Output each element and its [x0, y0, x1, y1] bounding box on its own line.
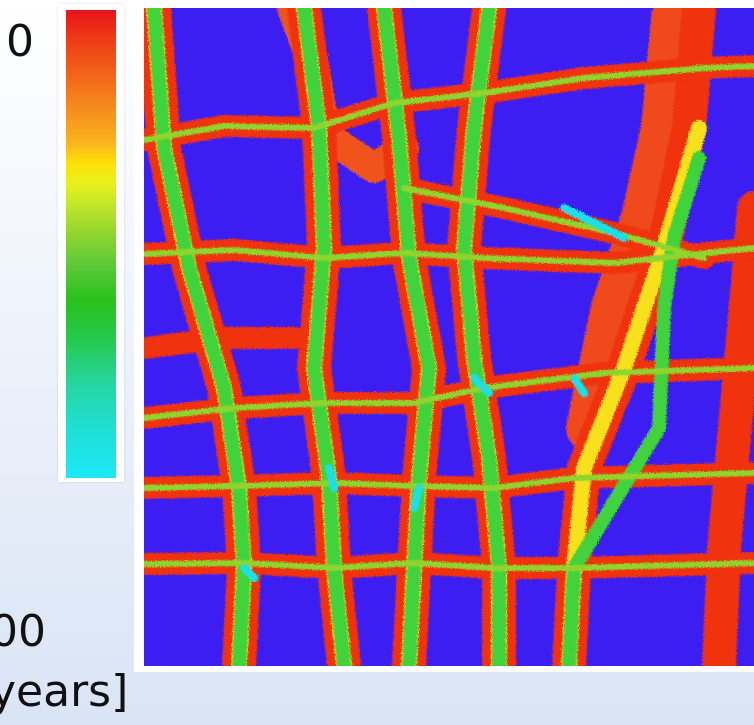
cyan-accent-5 — [560, 204, 628, 242]
cyan-accent-6 — [570, 374, 588, 397]
colorbar-unit-label: years] — [0, 666, 129, 717]
h-fracture-3-core — [144, 365, 754, 421]
h-fracture-7-core — [401, 185, 707, 261]
h-fracture-4-core — [144, 470, 754, 491]
colorbar-top-label: 0 — [6, 16, 34, 67]
map-frame — [134, 0, 754, 672]
cyan-accent-1 — [470, 374, 493, 397]
cyan-accent-4 — [240, 564, 258, 582]
h-fracture-1-core — [144, 63, 754, 143]
colorbar-bottom-label: 00 — [0, 606, 46, 657]
h-fracture-5-core — [144, 560, 754, 571]
h-fracture-6-edge — [144, 327, 305, 359]
cyan-accent-3 — [410, 484, 423, 512]
h-fracture-2-core — [144, 245, 754, 266]
orange-zone-right — [566, 8, 697, 451]
colorbar — [66, 10, 116, 478]
v-fracture-3-core — [377, 8, 436, 666]
fracture-age-map — [144, 8, 754, 666]
cyan-accent-2 — [325, 464, 338, 492]
v-fracture-5-core — [562, 151, 706, 666]
colorbar-frame — [58, 4, 124, 482]
v-fracture-6-edge — [702, 191, 754, 666]
